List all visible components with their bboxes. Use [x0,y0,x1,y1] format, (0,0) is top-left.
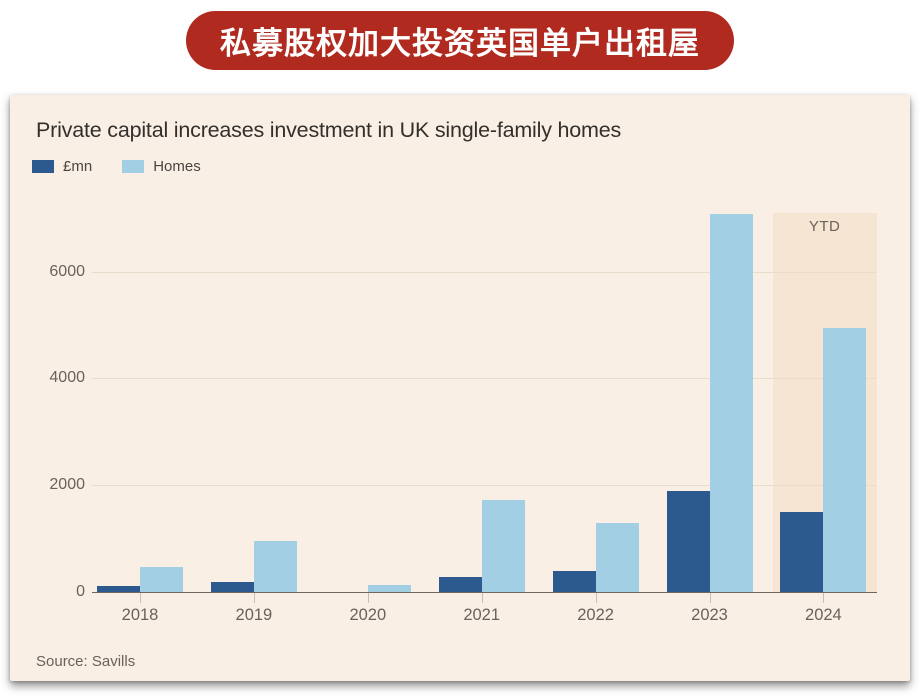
x-axis-line [92,592,877,593]
bar [97,586,140,592]
legend-swatch-mn [32,160,54,173]
bar [552,571,596,592]
bar [367,585,411,592]
bar [438,576,482,592]
bar [140,566,183,592]
bar [210,581,254,592]
chart-title: Private capital increases investment in … [36,118,622,143]
legend-label-mn: £mn [63,158,93,175]
chart-panel: Private capital increases investment in … [10,95,910,681]
legend-item-mn: £mn [32,158,92,175]
x-tick-label: 2022 [577,606,614,624]
axis-tick [481,593,483,603]
y-tick-label: 2000 [49,476,85,494]
x-tick-label: 2018 [121,606,159,624]
bar [595,522,639,592]
axis-tick [595,593,597,603]
legend-swatch-homes [122,160,145,173]
legend-item-homes: Homes [122,158,201,175]
axis-tick [253,593,255,603]
x-tick-label: 2019 [235,606,273,624]
source-label: Source: Savills [36,653,136,670]
gridline [92,485,877,487]
y-tick-label: 0 [76,583,85,600]
headline-banner: 私募股权加大投资英国单户出租屋 [186,11,734,70]
bar [823,327,867,592]
axis-tick [709,593,711,603]
bar [253,541,297,592]
axis-tick [823,593,825,603]
bar-chart: YTD 0 2000 4000 6000 2018 2019 2020 2021 2022 2023… [10,95,910,681]
x-tick-label: 2020 [349,606,387,624]
x-tick-label: 2021 [463,606,501,624]
axis-tick [367,593,369,603]
y-tick-label: 4000 [49,369,85,387]
bar [780,511,824,592]
gridline [92,378,877,380]
gridline [92,271,877,273]
axis-tick [140,593,141,603]
ytd-band-label: YTD [808,218,841,235]
bar [666,491,710,592]
legend-label-homes: Homes [153,158,201,175]
y-tick-label: 6000 [49,262,85,280]
chart-legend: £mn Homes [32,158,201,175]
x-tick-label: 2024 [805,606,842,624]
bar [481,500,525,592]
x-tick-label: 2023 [691,606,728,624]
bar [709,213,753,592]
